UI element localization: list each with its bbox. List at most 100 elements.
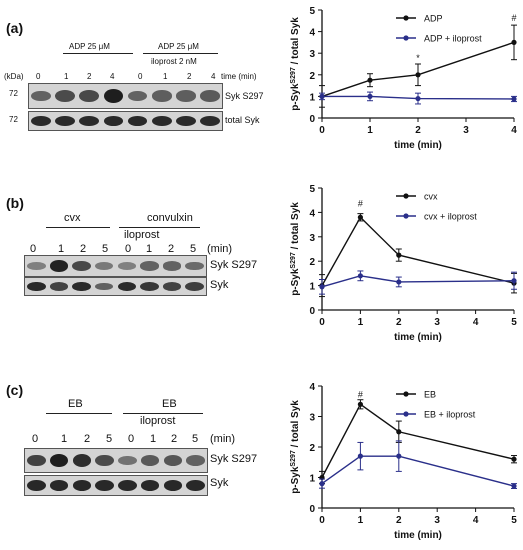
y-tick-label: 1 bbox=[309, 92, 315, 103]
x-tick-label: 2 bbox=[396, 317, 402, 328]
x-tick-label: 3 bbox=[434, 515, 440, 526]
blot-band bbox=[185, 261, 204, 271]
data-point bbox=[415, 72, 421, 78]
blot-band bbox=[140, 261, 159, 271]
legend-label: cvx + iloprost bbox=[424, 212, 477, 222]
x-tick-label: 0 bbox=[319, 317, 325, 328]
data-point bbox=[511, 278, 517, 284]
group1-label: ADP 25 μM bbox=[69, 42, 110, 51]
y-tick-label: 2 bbox=[309, 443, 315, 454]
blot-band bbox=[140, 480, 160, 491]
blot-band bbox=[55, 115, 76, 127]
lane-2: 2 bbox=[84, 433, 91, 445]
lane-3: 5 bbox=[106, 433, 113, 445]
legend-label: EB + iloprost bbox=[424, 410, 476, 420]
y-tick-label: 1 bbox=[309, 474, 315, 485]
lane-5: 1 bbox=[150, 433, 157, 445]
lane-6: 2 bbox=[168, 243, 175, 255]
y-tick-label: 5 bbox=[309, 184, 315, 195]
data-point bbox=[319, 93, 325, 99]
data-point bbox=[396, 279, 402, 285]
x-axis-label: time (min) bbox=[394, 530, 442, 541]
panel-label-b: (b) bbox=[6, 195, 24, 211]
blot-band bbox=[185, 281, 204, 291]
lane-6: 2 bbox=[171, 433, 178, 445]
blot-row-syk bbox=[24, 277, 207, 296]
lane-4: 0 bbox=[138, 72, 143, 81]
legend-swatch-marker bbox=[403, 213, 409, 219]
x-tick-label: 2 bbox=[415, 125, 421, 136]
blot-band bbox=[27, 281, 46, 292]
data-point bbox=[415, 95, 421, 102]
blot-row-syk-s297 bbox=[24, 448, 208, 473]
blot-band bbox=[95, 480, 114, 491]
legend-label: EB bbox=[424, 390, 436, 400]
blot-band bbox=[127, 115, 148, 127]
lane-1: 1 bbox=[61, 433, 68, 445]
lane-3: 5 bbox=[102, 243, 109, 255]
lane-7: 5 bbox=[192, 433, 199, 445]
lane-1: 1 bbox=[58, 243, 65, 255]
blot-band bbox=[95, 454, 114, 467]
group2-label-line1: ADP 25 μM bbox=[158, 42, 199, 51]
data-point bbox=[511, 39, 517, 46]
y-axis-label: p-SykS297 / total Syk bbox=[290, 400, 302, 494]
group2-bar bbox=[123, 413, 203, 414]
significance-mark: # bbox=[358, 198, 363, 208]
blot-band bbox=[27, 480, 46, 491]
x-tick-label: 3 bbox=[434, 317, 440, 328]
lane-3: 4 bbox=[110, 72, 115, 81]
y-axis-label-suffix: / total Syk bbox=[290, 400, 301, 450]
data-point bbox=[367, 93, 373, 99]
x-tick-label: 4 bbox=[473, 515, 479, 526]
lane-2: 2 bbox=[80, 243, 87, 255]
row-label-syk-s297: Syk S297 bbox=[210, 453, 258, 465]
lane-7: 5 bbox=[190, 243, 197, 255]
blot-band bbox=[163, 454, 183, 466]
blot-band bbox=[162, 261, 182, 271]
blot-band bbox=[79, 89, 100, 103]
series-line bbox=[321, 455, 515, 487]
x-tick-label: 0 bbox=[319, 515, 325, 526]
data-point bbox=[357, 401, 363, 407]
y-axis-label-prefix: p-Syk bbox=[290, 83, 301, 111]
panel-label-c: (c) bbox=[6, 382, 24, 398]
blot-row-total-syk bbox=[28, 111, 223, 131]
legend-swatch-marker bbox=[403, 35, 409, 41]
y-tick-label: 1 bbox=[309, 282, 315, 293]
blot-row-syk bbox=[24, 475, 208, 496]
blot-band bbox=[140, 281, 159, 292]
data-point bbox=[357, 453, 363, 459]
group2-label-line2: iloprost bbox=[140, 415, 176, 427]
group1-label: EB bbox=[68, 398, 83, 410]
blot-band bbox=[151, 115, 172, 127]
blot-band bbox=[27, 454, 46, 467]
y-tick-label: 0 bbox=[309, 306, 315, 317]
x-tick-label: 5 bbox=[511, 515, 517, 526]
y-axis-label: p-SykS297 / total Syk bbox=[290, 17, 302, 111]
data-point bbox=[396, 453, 402, 459]
blot-band bbox=[49, 480, 69, 491]
x-tick-label: 1 bbox=[367, 125, 373, 136]
blot-band bbox=[72, 480, 92, 491]
group1-bar bbox=[46, 413, 112, 414]
series-line bbox=[321, 275, 515, 288]
time-label: (min) bbox=[207, 243, 233, 255]
series-line bbox=[321, 41, 515, 98]
y-axis-label-suffix: / total Syk bbox=[290, 17, 301, 67]
lane-0: 0 bbox=[32, 433, 39, 445]
y-tick-label: 2 bbox=[309, 257, 315, 268]
data-point bbox=[511, 483, 517, 489]
row-label-syk: Syk bbox=[210, 477, 229, 489]
data-point bbox=[511, 456, 517, 462]
lane-2: 2 bbox=[87, 72, 92, 81]
blot-band bbox=[31, 115, 51, 127]
blot-band bbox=[117, 281, 137, 292]
legend-label: cvx bbox=[424, 192, 438, 202]
y-tick-label: 3 bbox=[309, 413, 315, 424]
series-line bbox=[322, 95, 515, 100]
blot-band bbox=[200, 115, 220, 127]
row-label-syk: Syk bbox=[210, 279, 229, 291]
panel-label-a: (a) bbox=[6, 20, 24, 36]
y-axis-label-suffix: / total Syk bbox=[290, 202, 301, 252]
